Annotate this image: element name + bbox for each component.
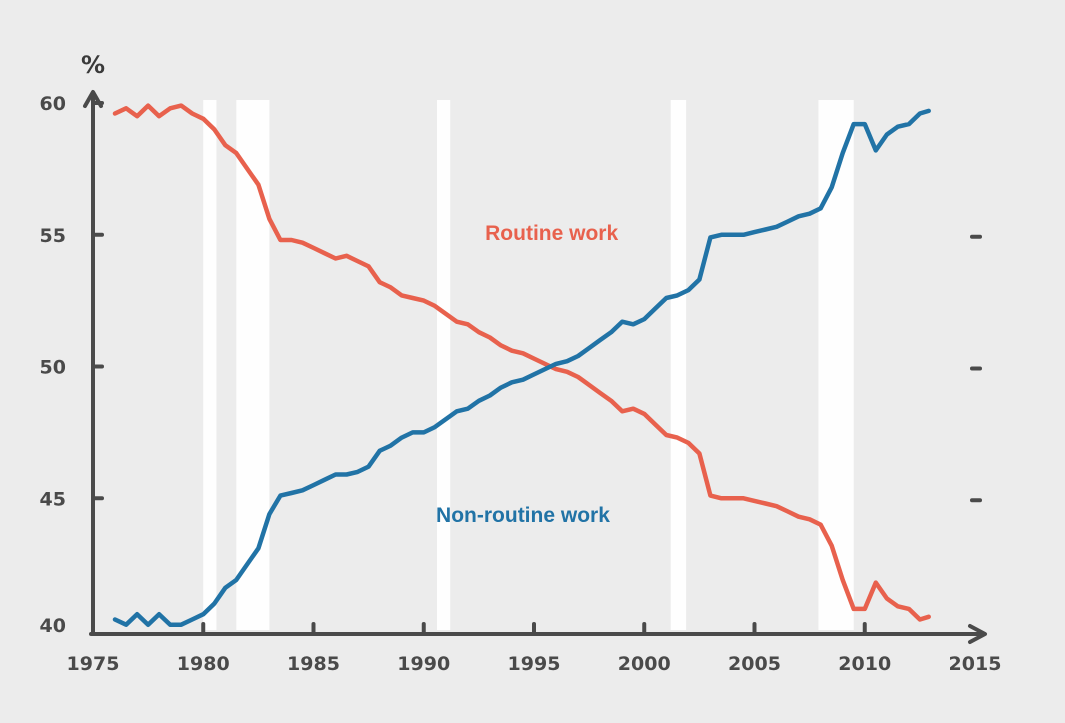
- recession-band: [818, 100, 854, 630]
- y-tick-label: 40: [40, 615, 66, 637]
- y-tick-label: 50: [40, 357, 66, 379]
- x-tick-label: 1985: [287, 653, 340, 675]
- x-tick-label: 1990: [397, 653, 450, 675]
- routine-work-label: Routine work: [485, 222, 618, 245]
- x-tick-label: 2005: [728, 653, 781, 675]
- y-tick-label: 45: [40, 488, 66, 510]
- x-tick-label: 2015: [949, 653, 1002, 675]
- x-tick-label: 1995: [508, 653, 561, 675]
- x-tick-label: 1975: [67, 653, 120, 675]
- x-tick-label: 2010: [838, 653, 891, 675]
- routine-work-line: [112, 103, 931, 622]
- y-tick-label: 55: [40, 225, 66, 247]
- y-axis-unit-label: %: [81, 51, 105, 79]
- recession-band: [236, 100, 270, 630]
- non-routine-work-line: [112, 108, 931, 627]
- x-axis-arrowhead: [968, 624, 987, 644]
- x-tick-label: 2000: [618, 653, 671, 675]
- non-routine-work-label: Non-routine work: [436, 504, 610, 527]
- x-tick-label: 1980: [177, 653, 230, 675]
- recession-band: [670, 100, 687, 630]
- recession-band: [436, 100, 451, 630]
- y-tick-label: 60: [40, 93, 66, 115]
- recession-band: [203, 100, 217, 630]
